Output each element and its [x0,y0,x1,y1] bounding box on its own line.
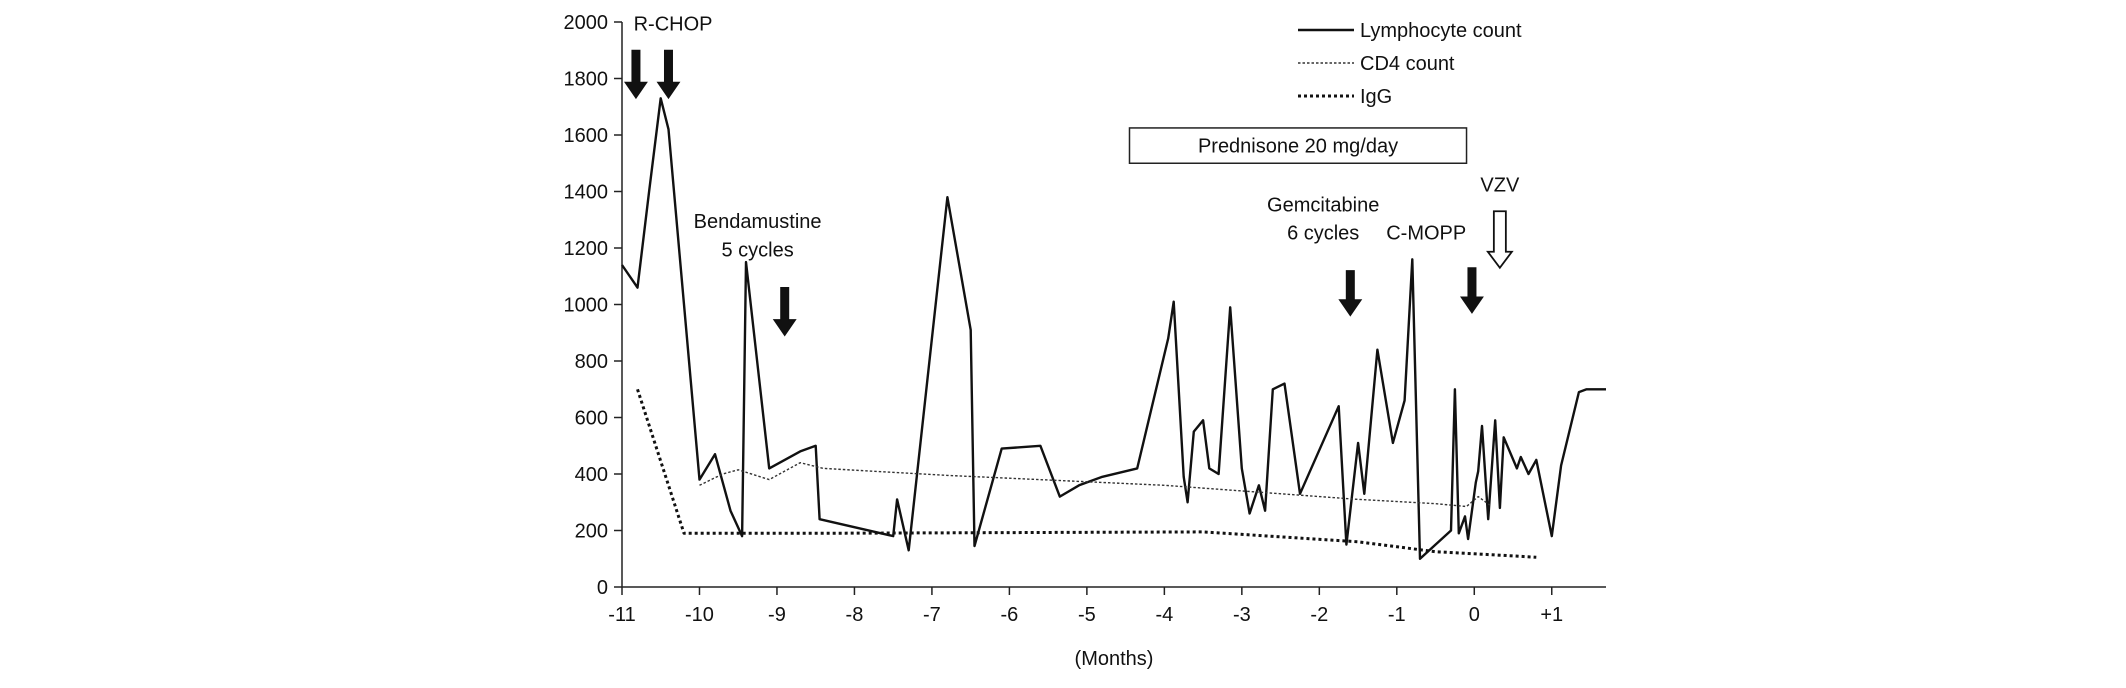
r-chop-label: R-CHOP [634,13,713,35]
x-ticks: -11 -10 -9 -8 -7 -6 -5 -4 -3 -2 -1 0 +1 [608,587,1563,626]
x-axis-title: (Months) [1075,648,1154,670]
x-tick-label: -2 [1310,604,1328,626]
y-tick-label: 2000 [564,12,609,34]
x-tick-label: -6 [1001,604,1019,626]
y-tick-label: 0 [597,577,608,599]
y-tick-label: 400 [575,464,608,486]
x-tick-label: 0 [1469,604,1480,626]
arrow-layer [623,49,1514,337]
prednisone-box [1128,127,1468,164]
rchop-arrow-1-icon [623,49,648,100]
legend: Lymphocyte count CD4 count IgG [1298,20,1522,108]
x-tick-label: -4 [1155,604,1173,626]
y-tick-label: 1000 [564,295,609,317]
bendamustine-label: Bendamustine [694,211,822,233]
y-tick-label: 800 [575,351,608,373]
x-tick-label: -11 [608,604,635,626]
series-line-igg [636,388,1537,559]
y-tick-label: 200 [575,521,608,543]
y-tick-label: 1600 [564,125,609,147]
legend-label-lymphocyte: Lymphocyte count [1360,20,1522,42]
x-tick-label: -10 [685,604,714,626]
x-tick-label: -5 [1078,604,1096,626]
x-tick-label: +1 [1540,604,1563,626]
prednisone-label: Prednisone 20 mg/day [1198,136,1398,158]
gemcitabine-arrow-icon [1338,270,1363,317]
y-tick-label: 1200 [564,238,609,260]
y-tick-label: 600 [575,408,608,430]
x-tick-label: -7 [923,604,941,626]
annotation-layer: R-CHOP Bendamustine 5 cycles Gemcitabine… [634,13,1520,261]
cmopp-arrow-icon [1460,267,1484,314]
legend-label-igg: IgG [1360,86,1392,108]
series-layer [621,97,1606,560]
bendamustine-arrow-icon [772,287,797,337]
series-line-lymphocyte-count [621,97,1606,560]
y-ticks: 0 200 400 600 800 1000 1200 1400 1600 1800 2000 [564,12,622,599]
rchop-arrow-2-icon [656,49,681,100]
legend-label-cd4: CD4 count [1360,53,1455,75]
vzv-label: VZV [1480,175,1520,197]
gemcitabine-cycles-label: 6 cycles [1287,223,1359,245]
bendamustine-cycles-label: 5 cycles [721,239,793,261]
x-tick-label: -1 [1388,604,1406,626]
c-mopp-label: C-MOPP [1386,223,1466,245]
x-tick-label: -3 [1233,604,1251,626]
x-tick-label: -9 [768,604,786,626]
vzv-arrow-icon [1486,210,1514,270]
y-tick-label: 1400 [564,182,609,204]
gemcitabine-label: Gemcitabine [1267,194,1379,216]
axes: 0 200 400 600 800 1000 1200 1400 1600 1800 2000 -1… [564,12,1606,670]
y-tick-label: 1800 [564,69,609,91]
x-tick-label: -8 [846,604,864,626]
prednisone-annotation: Prednisone 20 mg/day [1128,127,1468,164]
series-line-cd4-count [699,462,1491,508]
